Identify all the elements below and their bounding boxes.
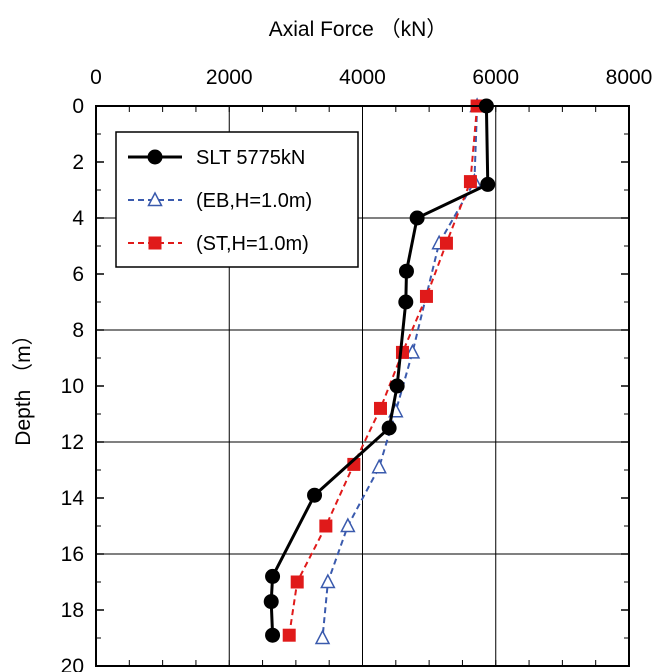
y-tick-label: 18 <box>61 599 84 622</box>
y-axis-title: Depth （m） <box>12 324 35 445</box>
y-tick-labels: 0 2 4 6 8 10 12 14 16 18 20 <box>61 95 85 672</box>
y-tick-label: 14 <box>61 487 85 510</box>
x-tick-label: 0 <box>90 66 102 89</box>
y-tick-label: 12 <box>61 431 84 454</box>
data-point <box>419 289 433 303</box>
data-point <box>340 517 356 533</box>
data-point <box>463 175 477 189</box>
data-point <box>480 176 496 192</box>
data-point <box>265 568 281 584</box>
x-tick-label: 8000 <box>606 66 653 89</box>
series-line <box>288 105 479 636</box>
y-tick-label: 20 <box>61 655 84 672</box>
y-tick-label: 16 <box>61 543 84 566</box>
data-point <box>404 343 421 359</box>
data-point <box>439 236 453 250</box>
legend-label: (EB,H=1.0m) <box>196 190 312 212</box>
data-point <box>398 263 414 279</box>
data-point <box>371 458 387 474</box>
data-point <box>282 628 296 642</box>
data-point <box>373 401 387 415</box>
legend-marker <box>147 149 163 165</box>
data-point <box>265 627 281 643</box>
legend-label: (ST,H=1.0m) <box>196 233 309 255</box>
legend: SLT 5775kN (EB,H=1.0m) (ST,H=1.0m) <box>115 131 359 268</box>
y-tick-label: 0 <box>72 95 84 118</box>
legend-marker <box>148 236 162 250</box>
y-tick-label: 10 <box>61 375 84 398</box>
y-tick-label: 6 <box>72 263 84 286</box>
y-tick-label: 8 <box>72 319 84 342</box>
x-tick-label: 2000 <box>206 66 253 89</box>
legend-marker <box>147 191 163 207</box>
legend-label: SLT 5775kN <box>196 147 305 169</box>
x-tick-label: 6000 <box>472 66 519 89</box>
y-tick-label: 2 <box>72 151 84 174</box>
data-point <box>409 210 425 226</box>
data-point <box>381 420 397 436</box>
x-axis-title: Axial Force （kN） <box>269 18 448 41</box>
x-tick-label: 4000 <box>339 66 386 89</box>
data-point <box>290 575 304 589</box>
data-point <box>398 294 414 310</box>
series-0 <box>263 98 496 643</box>
data-point <box>320 573 336 589</box>
plot-frame <box>95 105 630 667</box>
data-point <box>389 378 405 394</box>
data-point <box>263 594 279 610</box>
data-point <box>314 629 331 645</box>
series-layer <box>263 97 496 645</box>
data-point <box>319 519 333 533</box>
x-tick-labels: 0 2000 4000 6000 8000 <box>90 66 652 89</box>
y-tick-label: 4 <box>72 207 84 230</box>
data-point <box>307 487 323 503</box>
